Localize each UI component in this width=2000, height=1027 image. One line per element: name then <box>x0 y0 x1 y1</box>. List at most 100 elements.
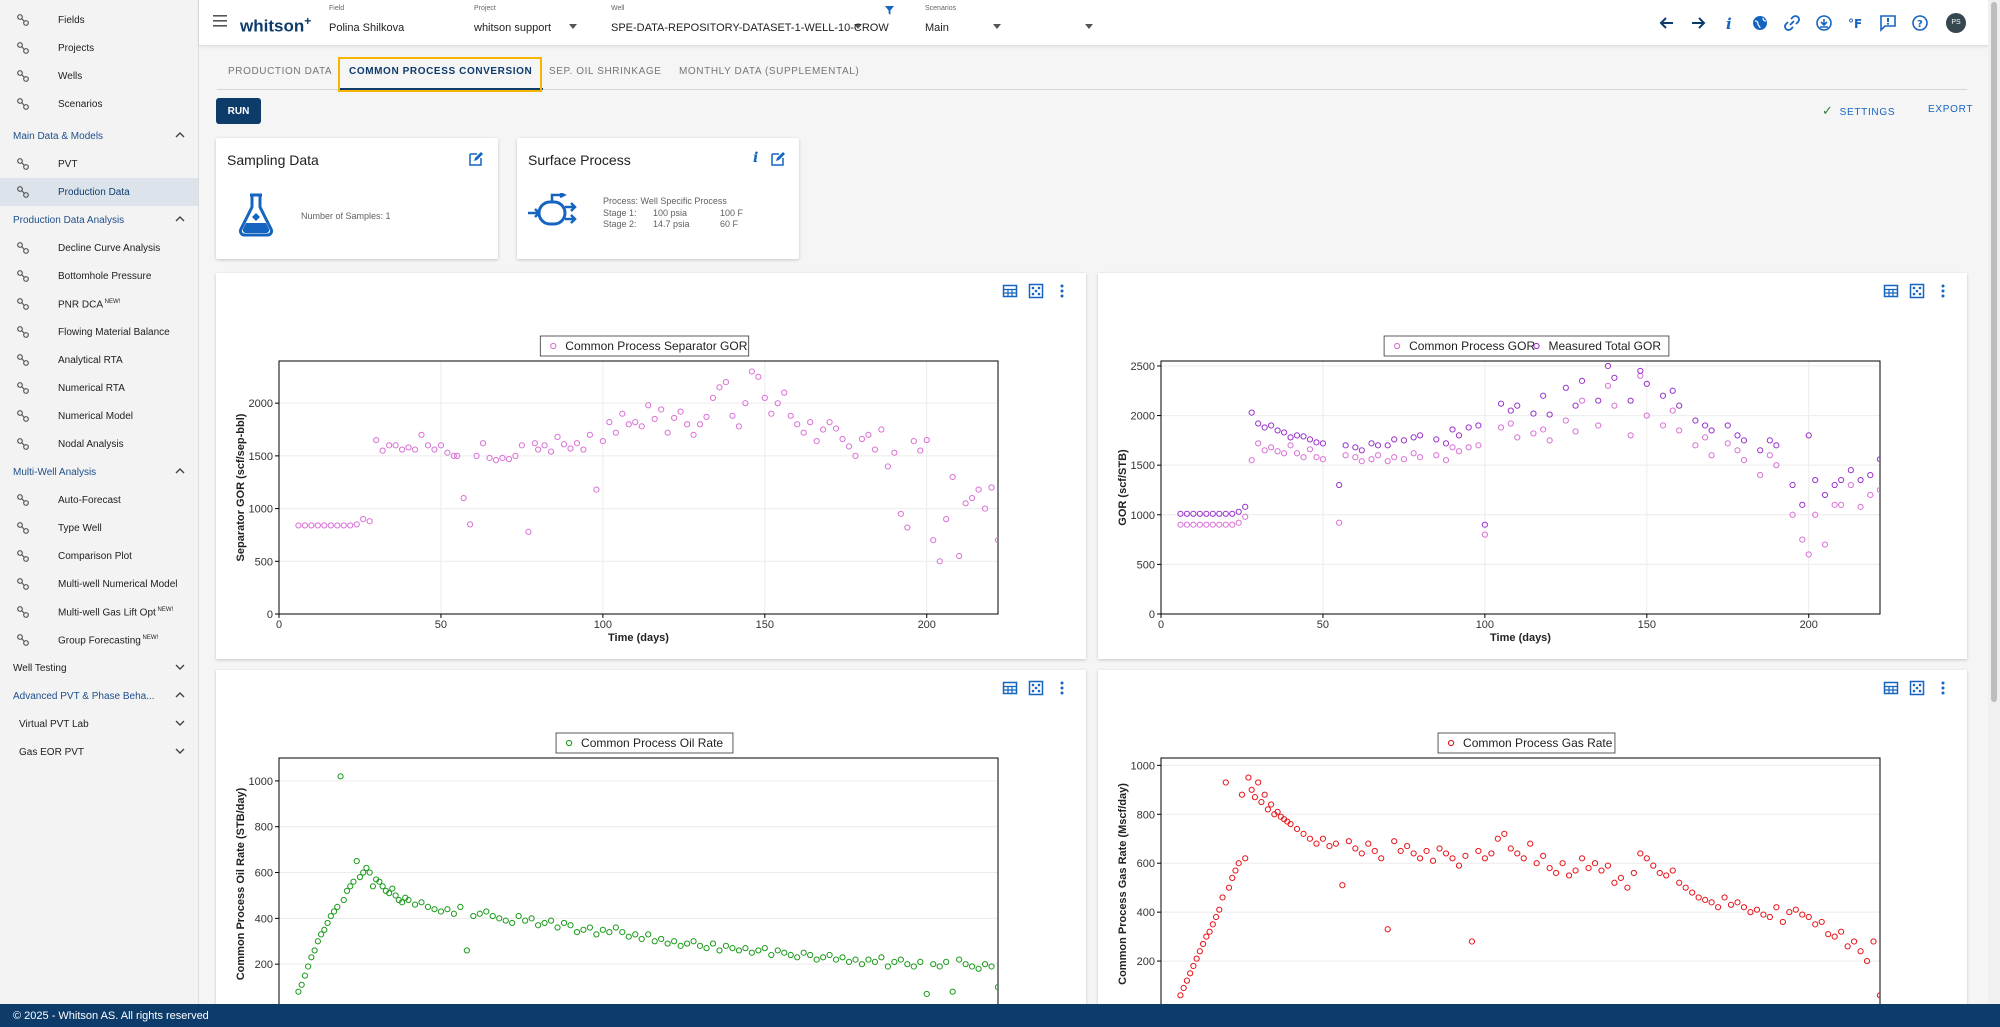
scatter-view-icon[interactable] <box>1028 680 1044 696</box>
data-point <box>1773 462 1780 469</box>
data-point <box>1747 909 1754 916</box>
tab-monthly-data[interactable]: MONTHLY DATA (SUPPLEMENTAL) <box>679 66 860 77</box>
sidebar-section-advanced-pvt-phase-beha[interactable]: Advanced PVT & Phase Beha... <box>0 682 198 710</box>
sidebar-item-type-well[interactable]: Type Well <box>0 514 198 542</box>
sidebar-item-auto-forecast[interactable]: Auto-Forecast <box>0 486 198 514</box>
download-icon[interactable] <box>1815 14 1833 32</box>
run-button[interactable]: RUN <box>216 98 261 124</box>
globe-icon[interactable] <box>1751 14 1769 32</box>
data-point <box>651 938 658 945</box>
tab-production-data[interactable]: PRODUCTION DATA <box>228 66 333 77</box>
sidebar-section-label: Multi-Well Analysis <box>13 467 97 478</box>
more-options-icon[interactable] <box>1054 283 1070 299</box>
sidebar-item-text: Numerical RTA <box>58 383 125 394</box>
sidebar-item-projects[interactable]: Projects <box>0 34 198 62</box>
plot-frame <box>1160 360 1881 615</box>
sidebar-item-numerical-model[interactable]: Numerical Model <box>0 402 198 430</box>
project-select[interactable]: Project whitson support <box>474 5 862 39</box>
sidebar-item-flowing-material-balance[interactable]: Flowing Material Balance <box>0 318 198 346</box>
data-point <box>1313 840 1320 847</box>
data-point <box>340 522 347 529</box>
data-point <box>386 890 393 897</box>
data-point <box>1497 424 1505 431</box>
sidebar-item-pnr-dca[interactable]: PNR DCA NEW! <box>0 290 198 318</box>
user-avatar[interactable]: PS <box>1946 13 1966 33</box>
filter-icon[interactable] <box>885 6 894 15</box>
y-tick-label: 800 <box>255 822 273 834</box>
sidebar-item-comparison-plot[interactable]: Comparison Plot <box>0 542 198 570</box>
sidebar-item-analytical-rta[interactable]: Analytical RTA <box>0 346 198 374</box>
data-point <box>1404 842 1411 850</box>
sidebar-section-virtual-pvt-lab[interactable]: Virtual PVT Lab <box>0 710 198 738</box>
data-point <box>671 938 678 945</box>
data-point <box>1876 486 1880 494</box>
well-select[interactable]: Well SPE-DATA-REPOSITORY-DATASET-1-WELL-1… <box>611 5 1093 39</box>
data-point <box>512 452 519 459</box>
data-point <box>554 924 561 931</box>
tab-sep-oil-shrinkage[interactable]: SEP. OIL SHRINKAGE <box>549 66 662 77</box>
help-icon[interactable]: ? <box>1911 14 1929 32</box>
chevron-up-icon <box>175 216 185 222</box>
scrollbar-thumb[interactable] <box>1991 2 1997 702</box>
table-view-icon[interactable] <box>1002 680 1018 696</box>
info-icon[interactable]: i <box>753 150 759 166</box>
sidebar-item-label: PVT <box>58 159 77 170</box>
more-options-icon[interactable] <box>1054 680 1070 696</box>
data-point <box>1475 847 1482 855</box>
data-point <box>1203 933 1210 940</box>
sidebar-item-production-data[interactable]: Production Data <box>0 178 198 206</box>
table-view-icon[interactable] <box>1002 283 1018 299</box>
sidebar-section-multi-well-analysis[interactable]: Multi-Well Analysis <box>0 458 198 486</box>
sidebar-item-wells[interactable]: Wells <box>0 62 198 90</box>
link-icon[interactable] <box>1783 14 1801 32</box>
more-options-icon[interactable] <box>1935 680 1951 696</box>
more-options-icon[interactable] <box>1935 283 1951 299</box>
data-point <box>1229 510 1236 517</box>
sidebar-item-fields[interactable]: Fields <box>0 6 198 34</box>
arrow-back-icon[interactable] <box>1658 14 1676 32</box>
sidebar-item-multi-well-numerical-model[interactable]: Multi-well Numerical Model <box>0 570 198 598</box>
scenario-select[interactable]: Scenarios Main <box>925 5 1001 39</box>
sidebar-item-pvt[interactable]: PVT <box>0 150 198 178</box>
sidebar-item-numerical-rta[interactable]: Numerical RTA <box>0 374 198 402</box>
menu-icon[interactable] <box>213 15 227 27</box>
edit-icon[interactable] <box>468 151 484 167</box>
page-scrollbar[interactable] <box>1988 0 2000 1004</box>
sidebar-section-well-testing[interactable]: Well Testing <box>0 654 198 682</box>
scatter-view-icon[interactable] <box>1909 283 1925 299</box>
info-icon[interactable]: i <box>1720 14 1738 32</box>
temperature-unit-icon[interactable]: °F <box>1847 14 1865 32</box>
table-view-icon[interactable] <box>1883 680 1899 696</box>
settings-button[interactable]: ✓ SETTINGS <box>1822 103 1896 118</box>
data-point <box>1280 450 1288 457</box>
y-tick-label: 1500 <box>249 451 273 463</box>
table-view-icon[interactable] <box>1883 283 1899 299</box>
edit-icon[interactable] <box>770 151 786 167</box>
sidebar-item-nodal-analysis[interactable]: Nodal Analysis <box>0 430 198 458</box>
tab-common-process-conversion[interactable]: COMMON PROCESS CONVERSION <box>338 58 544 90</box>
data-point <box>930 537 937 544</box>
data-point <box>1630 869 1637 877</box>
sidebar-item-text: Analytical RTA <box>58 355 123 366</box>
data-point <box>981 961 989 968</box>
sidebar-item-group-forecasting[interactable]: Group Forecasting NEW! <box>0 626 198 654</box>
sidebar-item-multi-well-gas-lift-opt[interactable]: Multi-well Gas Lift Opt NEW! <box>0 598 198 626</box>
data-point <box>956 956 963 963</box>
field-select[interactable]: Field Polina Shilkova <box>329 5 577 39</box>
app-logo[interactable]: whitson+ <box>240 14 312 36</box>
sidebar-item-bottomhole-pressure[interactable]: Bottomhole Pressure <box>0 262 198 290</box>
export-button[interactable]: EXPORT <box>1928 104 1974 115</box>
arrow-forward-icon[interactable] <box>1689 14 1707 32</box>
scatter-view-icon[interactable] <box>1909 680 1925 696</box>
feedback-icon[interactable] <box>1879 14 1897 32</box>
data-point <box>781 949 788 956</box>
oil-rate-chart-card: 200 400 600 800 1000 Common Process Oil Rate C… <box>216 670 1086 1010</box>
data-point <box>1190 510 1197 517</box>
data-point <box>1805 551 1812 558</box>
sidebar-item-decline-curve-analysis[interactable]: Decline Curve Analysis <box>0 234 198 262</box>
sidebar-section-gas-eor-pvt[interactable]: Gas EOR PVT <box>0 738 198 766</box>
sidebar-item-scenarios[interactable]: Scenarios <box>0 90 198 118</box>
sidebar-section-main-data-models[interactable]: Main Data & Models <box>0 122 198 150</box>
sidebar-section-production-data-analysis[interactable]: Production Data Analysis <box>0 206 198 234</box>
scatter-view-icon[interactable] <box>1028 283 1044 299</box>
